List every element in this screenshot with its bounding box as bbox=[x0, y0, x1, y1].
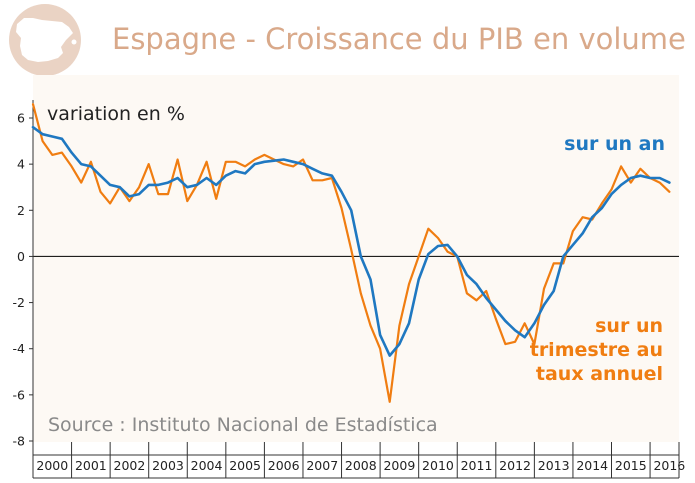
series-label-qoq-line1: sur un bbox=[595, 315, 663, 337]
x-tick-label: 2009 bbox=[383, 458, 415, 473]
series-line-qoq bbox=[31, 103, 671, 403]
y-axis: 6 4 2 0 -2 -4 -6 -8 bbox=[13, 111, 33, 449]
chart-title: Espagne - Croissance du PIB en volume bbox=[112, 22, 686, 56]
y-tick-label: 6 bbox=[17, 111, 25, 126]
y-tick-label: -4 bbox=[13, 341, 26, 356]
x-tick-label: 2010 bbox=[422, 458, 454, 473]
series-layer bbox=[31, 103, 671, 403]
x-tick-label: 2002 bbox=[114, 458, 146, 473]
plot-background bbox=[33, 75, 679, 442]
x-tick-label: 2012 bbox=[499, 458, 531, 473]
x-tick-label: 2015 bbox=[615, 458, 647, 473]
x-tick-label: 2003 bbox=[152, 458, 184, 473]
y-tick-label: 0 bbox=[17, 249, 25, 264]
x-tick-label: 2014 bbox=[576, 458, 608, 473]
x-tick-label: 2004 bbox=[191, 458, 223, 473]
x-tick-label: 2008 bbox=[345, 458, 377, 473]
x-tick-label: 2007 bbox=[306, 458, 338, 473]
x-tick-label: 2006 bbox=[268, 458, 300, 473]
y-tick-label: -8 bbox=[13, 434, 26, 449]
x-axis: 2000 2001 2002 2003 2004 2005 2006 2007 2008 2009… bbox=[32, 442, 685, 478]
x-tick-label: 2011 bbox=[461, 458, 493, 473]
x-tick-label: 2000 bbox=[36, 458, 68, 473]
y-tick-label: -2 bbox=[13, 295, 25, 310]
spain-map-icon bbox=[16, 18, 73, 62]
x-tick-label: 2013 bbox=[538, 458, 570, 473]
y-tick-label: -6 bbox=[13, 387, 26, 402]
y-axis-label: variation en % bbox=[47, 103, 185, 125]
header: Espagne - Croissance du PIB en volume bbox=[9, 4, 686, 76]
y-tick-label: 4 bbox=[17, 157, 25, 172]
series-label-qoq-line2: trimestre au bbox=[530, 339, 663, 361]
x-tick-label: 2005 bbox=[229, 458, 261, 473]
x-tick-label: 2016 bbox=[653, 458, 685, 473]
y-tick-label: 2 bbox=[17, 203, 25, 218]
balearic-islands-icon bbox=[71, 39, 77, 45]
series-label-yoy: sur un an bbox=[564, 133, 665, 155]
source-note: Source : Instituto Nacional de Estadísti… bbox=[48, 414, 438, 436]
x-axis-band bbox=[33, 442, 679, 478]
series-label-qoq-line3: taux annuel bbox=[536, 363, 663, 385]
series-line-yoy bbox=[31, 125, 671, 357]
x-tick-label: 2001 bbox=[75, 458, 107, 473]
